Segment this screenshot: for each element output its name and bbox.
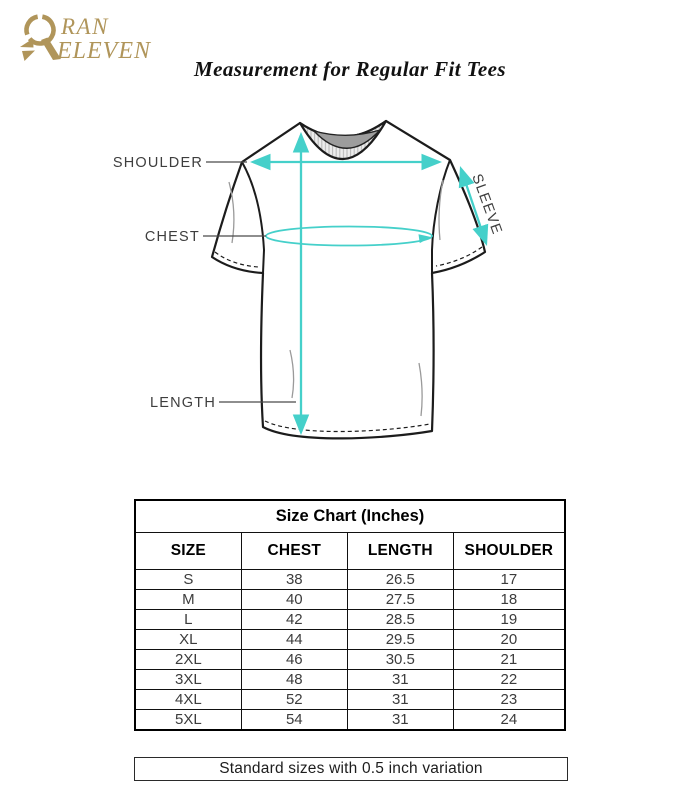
cell-size: S (134, 569, 242, 590)
cell-shoulder: 17 (452, 569, 566, 590)
table-row: S 38 26.5 17 (134, 569, 566, 590)
brand-name-line1: RAN (60, 14, 109, 39)
cell-length: 29.5 (346, 629, 454, 650)
cell-length: 27.5 (346, 589, 454, 610)
cell-size: M (134, 589, 242, 610)
cell-size: 4XL (134, 689, 242, 710)
cell-size: 2XL (134, 649, 242, 670)
tshirt-outline (210, 119, 487, 440)
chest-label: CHEST (145, 229, 200, 245)
cell-size: 3XL (134, 669, 242, 690)
cell-length: 26.5 (346, 569, 454, 590)
cell-chest: 46 (240, 649, 348, 670)
table-row: XL 44 29.5 20 (134, 629, 566, 650)
size-chart-header-row: SIZE CHEST LENGTH SHOULDER (134, 532, 566, 570)
shoulder-label: SHOULDER (113, 155, 203, 171)
cell-size: L (134, 609, 242, 630)
page-title: Measurement for Regular Fit Tees (194, 57, 506, 81)
footnote-text: Standard sizes with 0.5 inch variation (219, 760, 483, 777)
label-pointer-lines (203, 161, 296, 403)
cell-size: 5XL (134, 709, 242, 731)
brand-logo-icon (20, 14, 61, 61)
sleeve-arrow (458, 166, 489, 246)
length-label: LENGTH (150, 395, 216, 411)
cell-chest: 42 (240, 609, 348, 630)
cell-length: 31 (346, 709, 454, 731)
table-row: L 42 28.5 19 (134, 609, 566, 630)
cell-shoulder: 21 (452, 649, 566, 670)
col-header-length: LENGTH (346, 532, 454, 570)
table-row: 2XL 46 30.5 21 (134, 649, 566, 670)
cell-shoulder: 18 (452, 589, 566, 610)
cell-chest: 52 (240, 689, 348, 710)
cell-shoulder: 19 (452, 609, 566, 630)
chest-arrowhead (418, 234, 431, 244)
cell-shoulder: 20 (452, 629, 566, 650)
table-row: 3XL 48 31 22 (134, 669, 566, 690)
size-chart-title: Size Chart (Inches) (134, 499, 566, 533)
cell-shoulder: 24 (452, 709, 566, 731)
cell-chest: 54 (240, 709, 348, 731)
table-row: 4XL 52 31 23 (134, 689, 566, 710)
cell-length: 31 (346, 669, 454, 690)
cell-shoulder: 22 (452, 669, 566, 690)
size-table-body: S 38 26.5 17 M 40 27.5 18 L 42 28.5 19 XL 44 29.5 20 2XL… (134, 569, 566, 731)
footnote-box: Standard sizes with 0.5 inch variation (134, 757, 568, 781)
table-row: 5XL 54 31 24 (134, 709, 566, 731)
col-header-size: SIZE (134, 532, 242, 570)
cell-chest: 38 (240, 569, 348, 590)
cell-chest: 44 (240, 629, 348, 650)
cell-chest: 48 (240, 669, 348, 690)
table-row: M 40 27.5 18 (134, 589, 566, 610)
col-header-shoulder: SHOULDER (452, 532, 566, 570)
brand-logo: RAN ELEVEN (20, 14, 152, 64)
cell-shoulder: 23 (452, 689, 566, 710)
tshirt-measurement-diagram: SHOULDER CHEST LENGTH SLEEVE (113, 119, 505, 440)
cell-chest: 40 (240, 589, 348, 610)
cell-length: 30.5 (346, 649, 454, 670)
cell-length: 31 (346, 689, 454, 710)
tshirt-collar (298, 119, 388, 161)
cell-size: XL (134, 629, 242, 650)
cell-length: 28.5 (346, 609, 454, 630)
size-chart: Size Chart (Inches) SIZE CHEST LENGTH SH… (134, 499, 566, 731)
brand-name-line2: ELEVEN (56, 38, 152, 64)
col-header-chest: CHEST (240, 532, 348, 570)
